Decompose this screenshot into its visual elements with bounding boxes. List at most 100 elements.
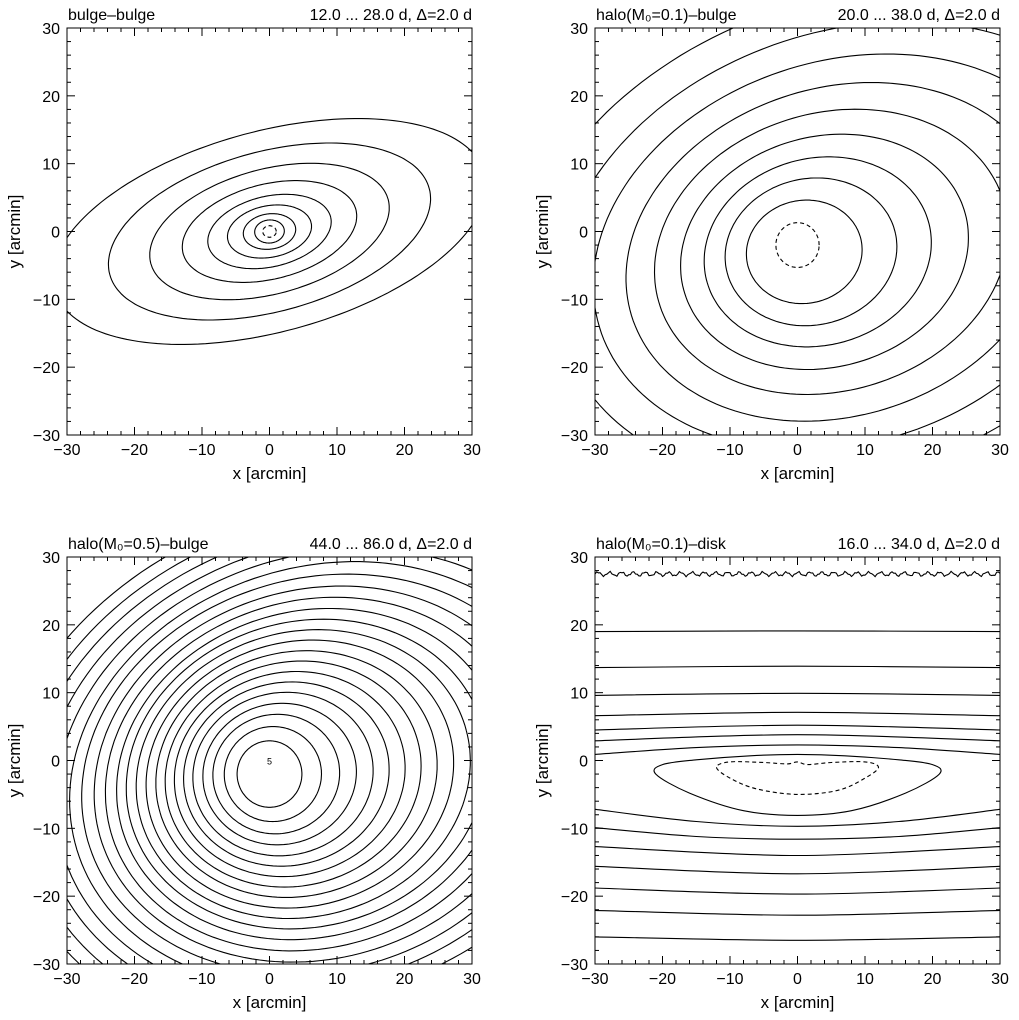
tick-marks — [594, 27, 1001, 436]
contour-line — [242, 213, 297, 250]
x-axis-label: x [arcmin] — [233, 993, 307, 1012]
x-tick-label: 10 — [856, 971, 874, 988]
y-tick-label: −30 — [33, 428, 60, 445]
y-tick-label: −10 — [561, 292, 588, 309]
x-tick-label: −20 — [121, 442, 148, 459]
x-tick-label: 20 — [924, 971, 942, 988]
contour-line — [595, 744, 1000, 755]
x-tick-label: −20 — [121, 971, 148, 988]
panel-1: −30 −20 −10 0 10 20 30 −30 −20 −10 0 10 20 30 x [arcmi… — [5, 7, 481, 483]
y-tick-label: 30 — [570, 21, 588, 38]
contour-line — [595, 909, 1000, 916]
x-tick-label: 30 — [991, 442, 1009, 459]
x-tick-label: 30 — [991, 971, 1009, 988]
x-tick-label: −30 — [581, 442, 608, 459]
y-tick-label: 10 — [570, 686, 588, 703]
x-tick-label: 0 — [265, 971, 274, 988]
x-tick-label: 0 — [793, 971, 802, 988]
panel-3: 5 −30 −20 −10 0 10 20 30 −30 −20 −10 0 10 20 30 x [arcm… — [5, 536, 481, 1012]
contour-line — [595, 665, 1000, 669]
contour-range-label: 16.0 ... 34.0 d, Δ=2.0 d — [838, 536, 1000, 553]
y-tick-label: 0 — [51, 754, 60, 771]
contour-line — [192, 691, 374, 857]
contour-line — [104, 596, 472, 952]
plot-frame — [594, 27, 1001, 436]
y-tick-label: 10 — [42, 157, 60, 174]
contour-line — [149, 162, 390, 301]
x-axis-label: x [arcmin] — [233, 464, 307, 483]
x-tick-label: 20 — [396, 971, 414, 988]
y-tick-label: 20 — [42, 618, 60, 635]
y-tick-label: 10 — [570, 157, 588, 174]
contour-line — [107, 142, 432, 321]
y-tick-label: 0 — [51, 225, 60, 242]
x-tick-label: 30 — [463, 971, 481, 988]
contour-line — [595, 734, 1000, 742]
contour-line — [207, 193, 332, 270]
contour-line — [775, 222, 820, 269]
contour-line — [625, 81, 1000, 422]
contour-line — [703, 156, 932, 348]
contour-line — [595, 711, 1000, 717]
contour-line — [116, 607, 472, 941]
contour-line — [69, 561, 472, 964]
y-tick-label: 30 — [42, 550, 60, 567]
x-tick-label: 0 — [793, 442, 802, 459]
y-tick-label: −20 — [33, 889, 60, 906]
y-tick-label: −20 — [561, 360, 588, 377]
y-tick-label: 20 — [570, 89, 588, 106]
y-tick-label: 0 — [579, 754, 588, 771]
panel-2: −30 −20 −10 0 10 20 30 −30 −20 −10 0 10 20 30 x [arcmi… — [533, 7, 1009, 483]
contour-line — [164, 660, 422, 888]
panel-title: halo(M₀=0.1)–bulge — [596, 7, 737, 24]
panel-4: −30 −20 −10 0 10 20 30 −30 −20 −10 0 10 20 30 x [arcmi… — [533, 536, 1009, 1012]
contour-line — [595, 846, 1000, 857]
contour-line — [81, 573, 472, 964]
contour-line — [236, 740, 303, 808]
contour-line — [653, 108, 1000, 396]
x-tick-label: 10 — [856, 442, 874, 459]
contour-line — [595, 887, 1000, 895]
contour-line — [595, 692, 1000, 696]
y-tick-label: −10 — [561, 821, 588, 838]
tick-marks — [66, 27, 473, 436]
center-label: 5 — [267, 757, 272, 767]
y-tick-label: −10 — [33, 292, 60, 309]
contour-line — [125, 618, 472, 930]
contour-line — [595, 28, 735, 125]
y-tick-label: −30 — [561, 957, 588, 974]
contour-group — [67, 118, 472, 345]
y-axis-label: y [arcmin] — [533, 195, 552, 269]
x-tick-label: −20 — [649, 971, 676, 988]
y-tick-label: −30 — [561, 428, 588, 445]
contour-line — [595, 53, 1000, 435]
panel-title: bulge–bulge — [68, 7, 155, 24]
contour-group — [67, 557, 472, 964]
y-tick-label: 30 — [42, 21, 60, 38]
contour-group — [595, 28, 1000, 435]
contour-line — [183, 681, 390, 867]
y-tick-label: 0 — [579, 225, 588, 242]
contour-line — [67, 557, 472, 964]
y-tick-label: 20 — [570, 618, 588, 635]
x-tick-label: −30 — [53, 971, 80, 988]
y-tick-label: −20 — [561, 889, 588, 906]
x-tick-label: 20 — [396, 442, 414, 459]
contour-line — [680, 133, 969, 371]
contour-line — [212, 713, 341, 835]
x-tick-label: 20 — [924, 442, 942, 459]
x-tick-label: −20 — [649, 442, 676, 459]
y-axis-label: y [arcmin] — [5, 724, 24, 798]
panel-title: halo(M₀=0.5)–bulge — [68, 536, 209, 553]
contour-line — [595, 724, 1000, 731]
x-tick-label: 0 — [265, 442, 274, 459]
contour-line — [724, 177, 898, 327]
contour-line — [595, 570, 1000, 578]
contour-line — [254, 219, 285, 244]
y-tick-label: 20 — [42, 89, 60, 106]
tick-marks — [594, 556, 1001, 965]
x-tick-label: −10 — [716, 971, 743, 988]
tick-marks — [66, 556, 473, 965]
x-tick-label: −10 — [188, 442, 215, 459]
